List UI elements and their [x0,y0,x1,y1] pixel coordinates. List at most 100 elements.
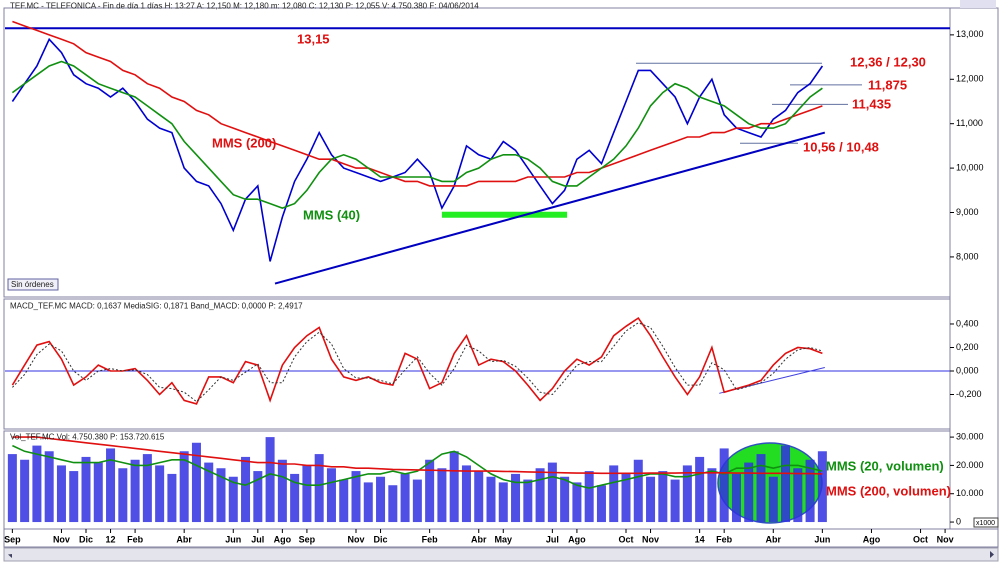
volume-bar [290,473,300,523]
x-tick-label: Feb [716,534,733,544]
x-tick-label: Dic [374,534,388,544]
volume-bar [781,445,791,523]
x-tick-label: Abr [176,534,192,544]
volume-bar [560,476,570,523]
volume-bar [707,468,717,523]
trend-line [274,131,826,285]
volume-bar [228,476,238,523]
volume-bar [253,471,263,523]
x-tick-label: Oct [913,534,928,544]
volume-bar [633,459,643,523]
volume-bar [461,465,471,523]
series-label: MMS (20, volumen) [826,458,944,473]
volume-bar [805,459,815,523]
volume-bar [474,471,484,523]
support-bar [441,211,568,218]
price-panel [3,7,951,298]
x-tick-label: Abr [766,534,782,544]
level-label: 11,875 [868,77,907,92]
volume-bar [44,451,54,523]
level-label: 13,15 [297,31,330,46]
volume-bar [768,476,778,523]
volume-bar [167,473,177,523]
volume-bar [81,456,91,523]
volume-bar [7,454,17,523]
scrollbar[interactable] [3,547,999,562]
x-tick-label: Jul [251,534,264,544]
x-tick-label: Ago [568,534,586,544]
x-tick-label: Sep [299,534,316,544]
series-line [12,436,823,475]
x-tick-label: Jun [814,534,830,544]
volume-bar [326,468,336,523]
volume-bar [388,485,398,523]
x-tick-label: Oct [618,534,633,544]
x-tick-label: Ago [863,534,881,544]
volume-bar [400,473,410,523]
level-label: 12,36 / 12,30 [850,54,926,69]
x-tick-label: Ago [274,534,292,544]
volume-bar [130,459,140,523]
volume-bar [486,476,496,523]
volume-bar [118,468,128,523]
macd-header: MACD_TEF.MC MACD: 0,1637 MediaSIG: 0,187… [10,302,303,311]
series-label: MMS (40) [303,207,360,222]
volume-bar [204,462,214,523]
volume-bar [314,454,324,523]
volume-bar [596,485,606,523]
volume-bar [793,468,803,523]
volume-bar [56,465,66,523]
marks [5,20,954,533]
volume-bar [376,476,386,523]
level-label: 11,435 [852,96,891,111]
volume-bar [731,473,741,523]
series-label: MMS (200) [212,135,276,150]
volume-bar [277,459,287,523]
x-tick-label: Jul [546,534,559,544]
y-tick-label: 13,000 [956,29,984,39]
y-tick-label: 0,400 [956,318,979,328]
volume-bar [744,462,754,523]
series-label: MMS (200, volumen) [826,483,951,498]
volume-bar [621,473,631,523]
series-line [11,60,823,209]
x-tick-label: Jun [225,534,241,544]
volume-bar [339,479,349,523]
badge[interactable]: Sin órdenes [11,280,54,289]
badge-box[interactable] [7,278,59,291]
x-tick-label: May [495,534,513,544]
volume-bar [142,454,152,523]
series-line [11,37,824,262]
volume-bar [658,471,668,523]
x-tick-label: Nov [53,534,70,544]
x-tick-label: Nov [937,534,954,544]
time-axis [3,528,999,548]
volume-bar [179,451,189,523]
x-tick-label: Nov [642,534,659,544]
volume-bar [682,465,692,523]
volume-bar [719,448,729,523]
volume-bar [265,437,275,523]
unit-label: x1000 [976,520,995,527]
volume-bar [646,476,656,523]
volume-bar [241,456,251,523]
volume-bar [670,479,680,523]
volume-bar [437,468,447,523]
volume-bar [584,471,594,523]
x-tick-label: Abr [471,534,487,544]
volume-bar [155,465,165,523]
series-line [12,322,823,403]
volume-bar [351,471,361,523]
x-tick-label: Feb [422,534,439,544]
x-tick-label: 12 [106,534,116,544]
volume-bar [363,482,373,523]
series-line [11,316,823,405]
y-tick-label: 10.000 [956,488,984,498]
volume-bar [498,482,508,523]
volume-bar [69,471,79,523]
x-tick-label: 14 [695,534,705,544]
y-tick-label: -0,200 [956,389,982,399]
panels [3,0,999,562]
volume-bar [572,482,582,523]
